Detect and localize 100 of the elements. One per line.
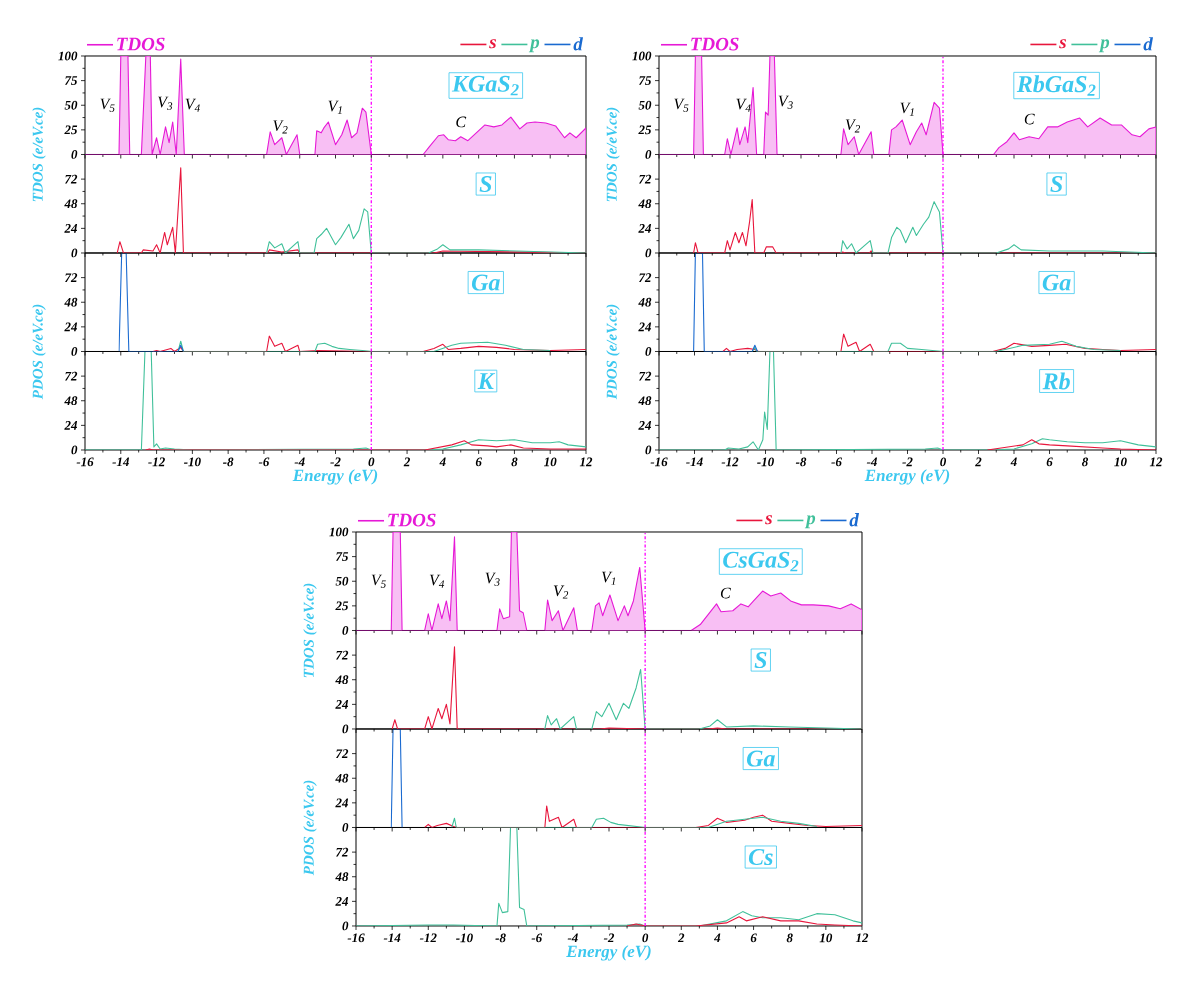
x-tick-label: 6: [475, 457, 482, 467]
y-axis-title: TDOS (e/eV.ce): [303, 583, 317, 678]
x-tick-label: 8: [786, 933, 793, 943]
x-tick-label: -12: [148, 457, 165, 467]
y-tick-label: 72: [65, 174, 78, 184]
line-series: [626, 916, 862, 926]
x-tick-label: 0: [940, 457, 947, 467]
y-tick-label: 100: [58, 51, 78, 61]
x-tick-label: -8: [495, 933, 506, 943]
legend-label: d: [573, 37, 584, 51]
y-tick-label: 0: [342, 626, 349, 635]
text: RbGaS$_{2}$: [1016, 75, 1096, 96]
x-axis-title: Energy (eV): [864, 469, 950, 485]
y-tick-label: 0: [71, 150, 78, 159]
y-tick-label: 24: [335, 798, 349, 808]
annotation: V$_{1}$: [601, 571, 616, 585]
text: S: [1050, 175, 1063, 193]
y-tick-label: 48: [335, 773, 349, 783]
annotation: V$_{2}$: [273, 120, 288, 134]
y-tick-label: 24: [64, 322, 78, 332]
y-tick-label: 0: [71, 347, 78, 356]
y-tick-label: 0: [342, 823, 349, 832]
line-series: [356, 827, 862, 926]
line-series: [840, 201, 1156, 253]
x-tick-label: -2: [330, 457, 341, 467]
legend-label: s: [489, 39, 497, 49]
annotation: C: [1024, 113, 1035, 125]
legend-label: s: [1059, 39, 1067, 49]
annotation: V$_{2}$: [845, 119, 861, 133]
annotation: V$_{5}$: [100, 98, 115, 112]
x-tick-label: 6: [750, 933, 757, 943]
y-tick-label: 72: [639, 174, 652, 184]
text: Ga: [1042, 274, 1071, 291]
y-axis-title: PDOS (e/eV.ce): [303, 780, 317, 876]
x-tick-label: 10: [819, 933, 833, 943]
y-tick-label: 72: [336, 847, 349, 857]
y-axis-title: TDOS (e/eV.ce): [606, 107, 620, 202]
y-tick-label: 24: [335, 897, 349, 906]
y-axis-title: TDOS (e/eV.ce): [32, 107, 46, 202]
y-tick-label: 0: [645, 248, 652, 258]
text: KGaS$_{2}$: [451, 75, 519, 96]
x-tick-label: -14: [112, 457, 130, 467]
x-tick-label: 12: [579, 457, 593, 467]
annotation: V$_{5}$: [371, 574, 386, 588]
y-tick-label: 24: [335, 700, 349, 709]
y-axis-title: PDOS (e/eV.ce): [32, 304, 46, 400]
x-tick-label: -4: [294, 457, 305, 467]
y-tick-label: 0: [645, 150, 652, 159]
y-tick-label: 48: [64, 199, 78, 209]
annotation: C: [720, 587, 731, 599]
x-tick-label: 2: [403, 457, 411, 467]
x-tick-label: 4: [1010, 457, 1017, 467]
y-tick-label: 72: [65, 371, 78, 381]
y-tick-label: 0: [342, 724, 349, 734]
y-tick-label: 50: [638, 100, 652, 110]
y-axis-title: PDOS (e/eV.ce): [606, 304, 620, 400]
x-tick-label: -10: [757, 457, 774, 467]
x-tick-label: -14: [383, 933, 401, 943]
x-tick-label: 10: [1114, 457, 1127, 467]
x-tick-label: -10: [456, 933, 473, 943]
annotation: V$_{4}$: [429, 574, 445, 588]
y-tick-label: 48: [638, 297, 652, 307]
x-tick-label: -16: [76, 457, 94, 467]
x-tick-label: 0: [368, 457, 375, 467]
y-tick-label: 72: [336, 650, 349, 660]
x-tick-label: -12: [419, 933, 437, 943]
annotation: V$_{5}$: [674, 98, 689, 112]
legend-label: TDOS: [388, 513, 436, 527]
y-tick-label: 0: [342, 921, 349, 931]
x-tick-label: -8: [223, 457, 234, 467]
y-tick-label: 48: [638, 199, 652, 209]
y-tick-label: 24: [638, 421, 652, 430]
text: S: [479, 175, 492, 193]
x-tick-label: -4: [567, 933, 578, 943]
legend-label: d: [1143, 37, 1154, 51]
annotation: V$_{1}$: [900, 102, 914, 116]
y-tick-label: 24: [638, 322, 652, 332]
annotation: V$_{4}$: [736, 98, 751, 112]
text: CsGaS$_{2}$: [723, 551, 799, 572]
annotation: V$_{3}$: [158, 96, 173, 110]
legend-label: TDOS: [691, 37, 739, 51]
x-tick-label: -6: [258, 457, 270, 467]
y-tick-label: 100: [329, 527, 349, 537]
y-tick-label: 24: [64, 421, 78, 430]
x-tick-label: -2: [902, 457, 913, 467]
x-axis-title: Energy (eV): [566, 945, 651, 961]
text: Ga: [746, 750, 775, 767]
y-tick-label: 25: [335, 601, 349, 611]
text: S: [754, 651, 767, 669]
x-tick-label: -10: [183, 457, 201, 467]
y-tick-label: 72: [65, 273, 78, 282]
y-tick-label: 48: [335, 872, 349, 882]
legend-label: s: [765, 515, 773, 525]
x-tick-label: -6: [831, 457, 842, 467]
y-tick-label: 0: [645, 445, 652, 455]
y-tick-label: 50: [64, 100, 78, 110]
y-tick-label: 0: [71, 445, 78, 455]
line-series: [544, 668, 862, 729]
y-tick-label: 75: [639, 76, 652, 85]
x-axis-title: Energy (eV): [292, 469, 378, 485]
